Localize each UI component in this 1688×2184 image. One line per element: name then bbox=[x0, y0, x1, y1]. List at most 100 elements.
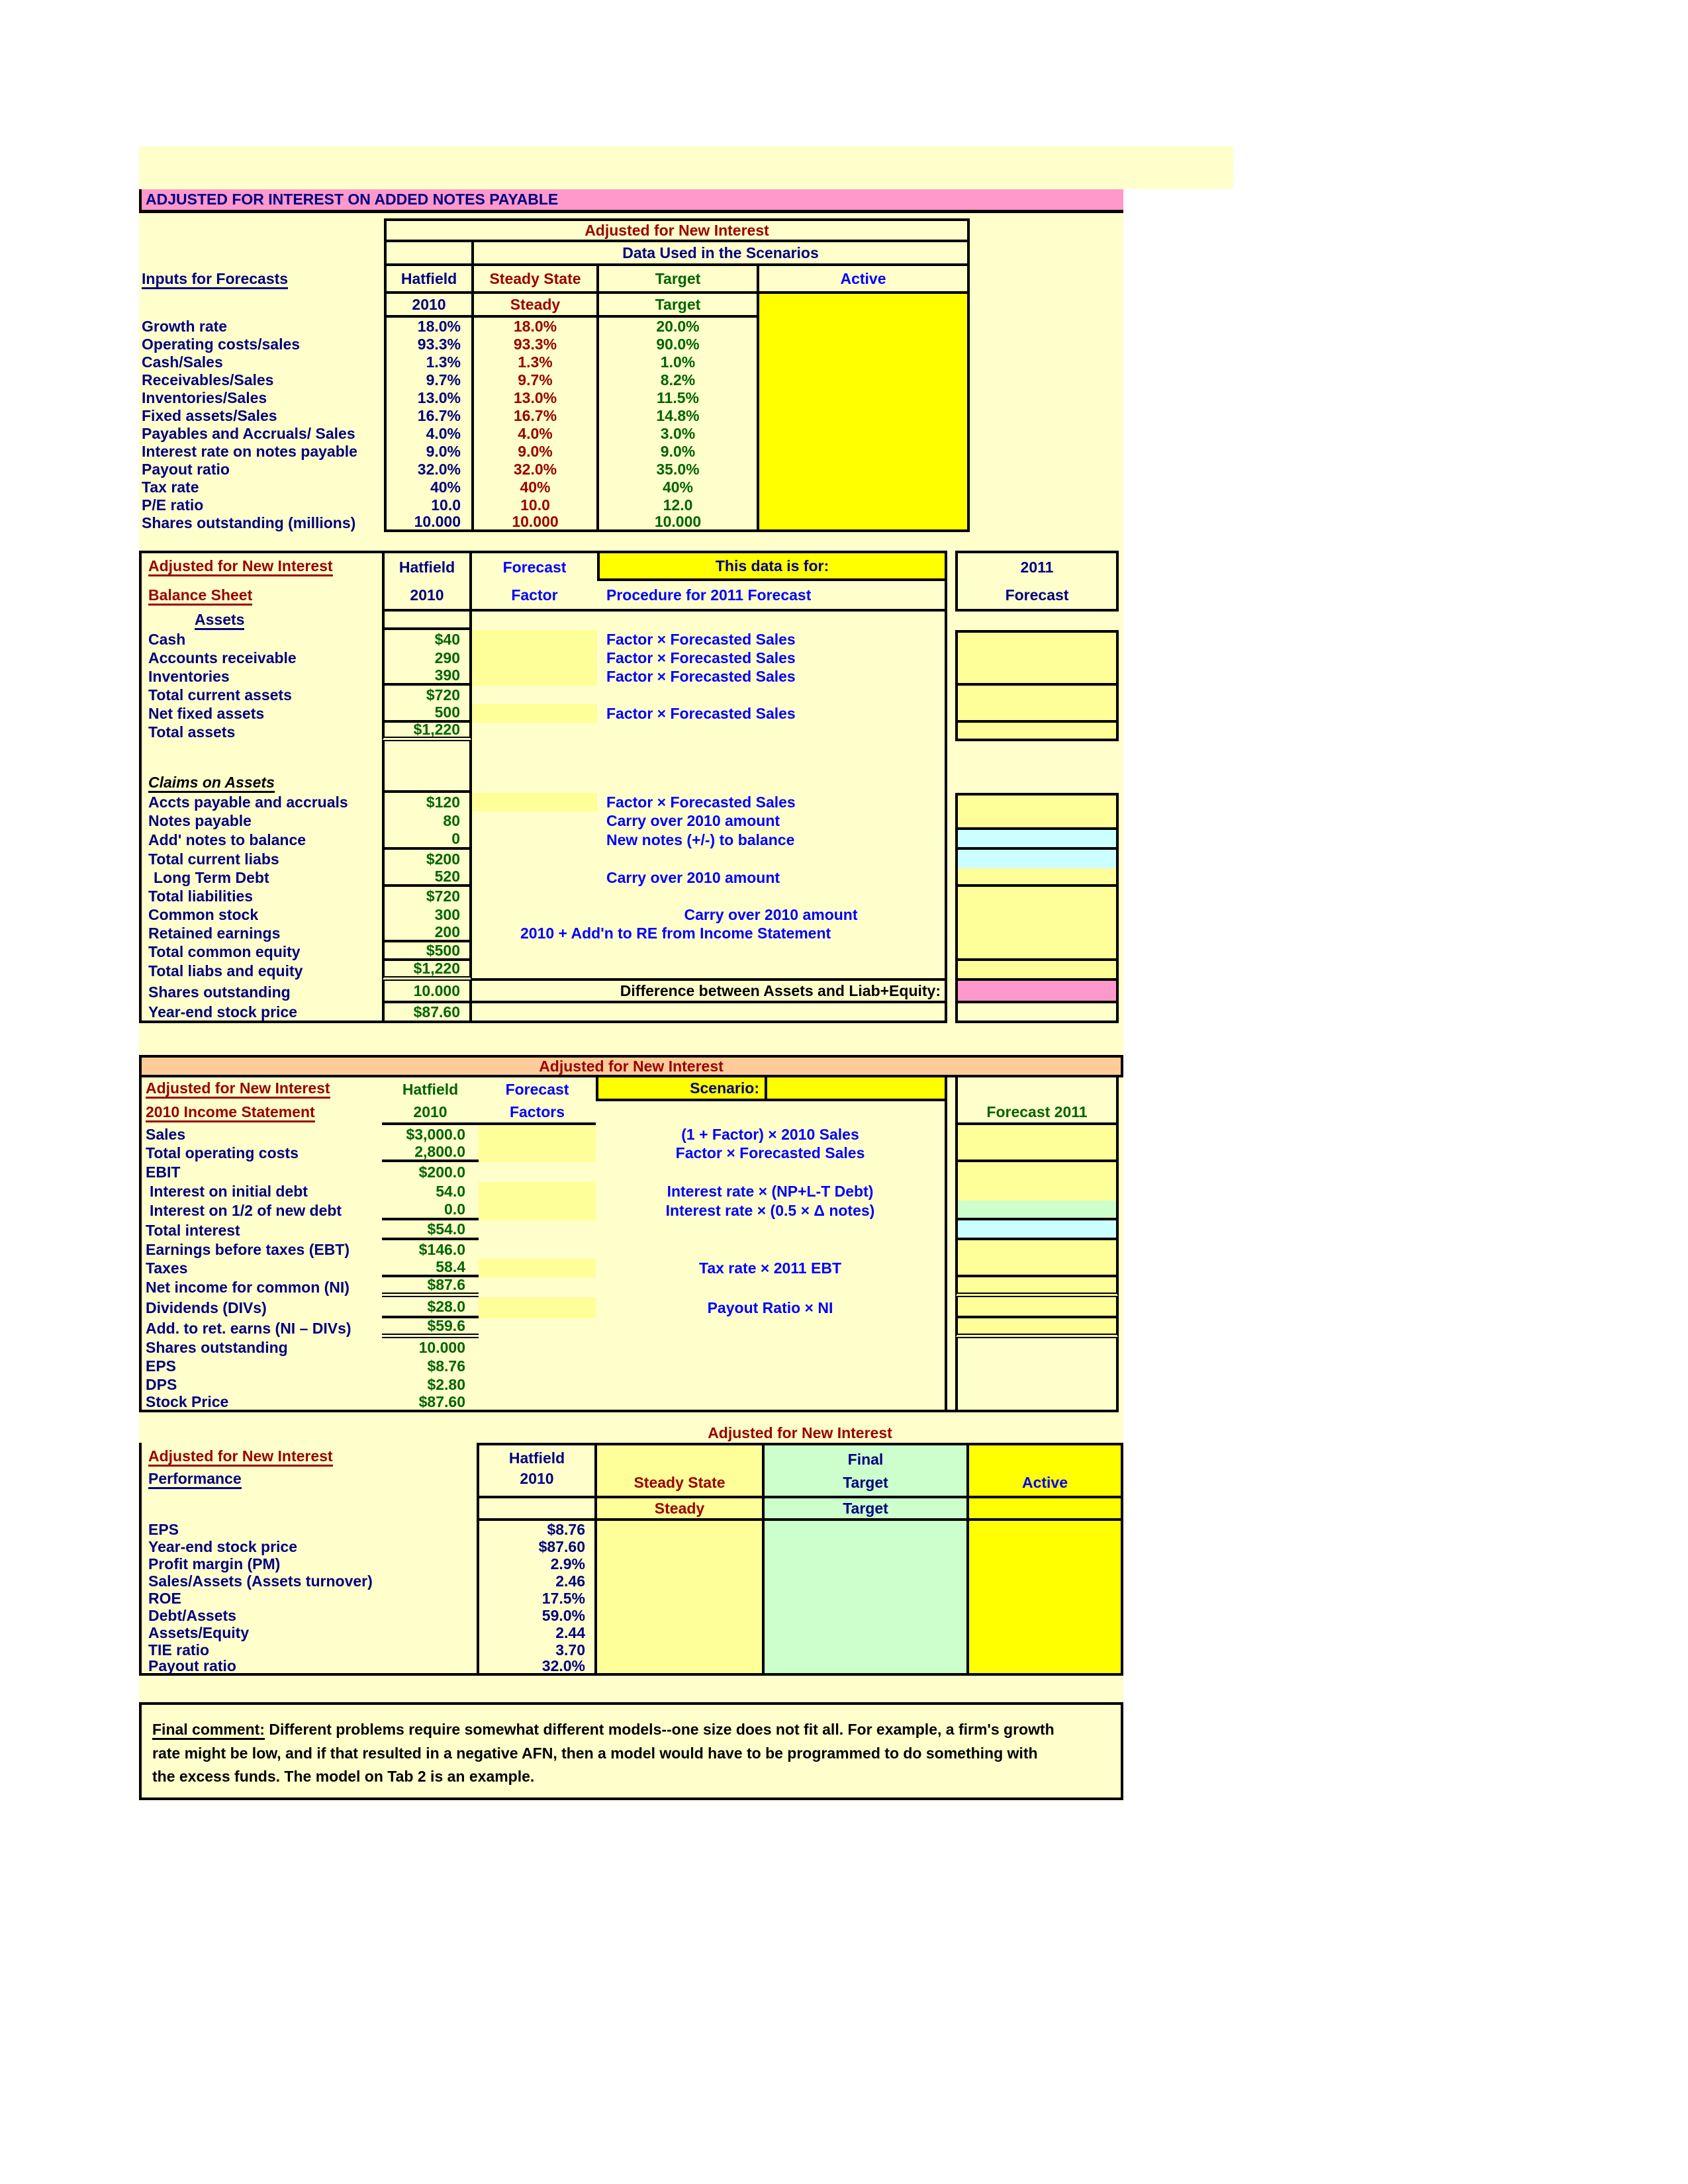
target-cell[interactable] bbox=[765, 1590, 969, 1607]
factor-cell[interactable] bbox=[479, 1125, 596, 1144]
forecast-cell[interactable] bbox=[955, 905, 1119, 924]
target-cell[interactable] bbox=[765, 1659, 969, 1676]
row-label: Total common equity bbox=[139, 942, 382, 961]
difference-cell[interactable] bbox=[955, 981, 1119, 1003]
forecast-cell[interactable] bbox=[955, 1297, 1119, 1318]
steady-value: 13.0% bbox=[474, 389, 599, 407]
forecast-cell[interactable] bbox=[955, 942, 1119, 961]
active-scenario-cell[interactable] bbox=[759, 389, 970, 407]
active-cell[interactable] bbox=[969, 1607, 1123, 1624]
row-label: Cash/Sales bbox=[142, 353, 223, 371]
target-cell[interactable] bbox=[765, 1555, 969, 1572]
target-cell[interactable] bbox=[765, 1538, 969, 1555]
steady-value: 40% bbox=[474, 478, 599, 496]
active-scenario-cell[interactable] bbox=[759, 336, 970, 353]
claims-header: Claims on Assets bbox=[139, 774, 382, 794]
active-scenario-cell[interactable] bbox=[759, 353, 970, 371]
steady-cell[interactable] bbox=[597, 1538, 765, 1555]
factor-cell[interactable] bbox=[472, 667, 597, 686]
steady-value: 4.0% bbox=[474, 425, 599, 443]
active-scenario-cell[interactable] bbox=[759, 461, 970, 478]
steady-cell[interactable] bbox=[597, 1641, 765, 1659]
active-scenario-cell[interactable] bbox=[969, 1498, 1123, 1521]
forecast-cell[interactable] bbox=[955, 793, 1119, 811]
forecast-cell[interactable] bbox=[955, 723, 1119, 741]
forecast-cell[interactable] bbox=[955, 686, 1119, 704]
factor-cell[interactable] bbox=[472, 704, 597, 723]
forecast-cell[interactable] bbox=[955, 811, 1119, 830]
steady-cell[interactable] bbox=[597, 1521, 765, 1538]
empty-cell bbox=[382, 612, 472, 630]
empty-cell bbox=[472, 887, 597, 905]
active-scenario-cell[interactable] bbox=[759, 443, 970, 461]
forecast-cell[interactable] bbox=[955, 1318, 1119, 1338]
forecast-cell[interactable] bbox=[955, 1182, 1119, 1201]
forecast-cell[interactable] bbox=[955, 667, 1119, 686]
active-scenario-cell[interactable] bbox=[759, 371, 970, 389]
steady-cell[interactable] bbox=[597, 1624, 765, 1641]
forecast-cell[interactable] bbox=[955, 1125, 1119, 1144]
hatfield-value: $720 bbox=[382, 686, 472, 704]
active-scenario-cell[interactable] bbox=[759, 425, 970, 443]
forecast-cell[interactable] bbox=[955, 630, 1119, 649]
factor-cell[interactable] bbox=[479, 1259, 596, 1277]
factor-cell[interactable] bbox=[479, 1297, 596, 1318]
active-cell[interactable] bbox=[969, 1572, 1123, 1590]
target-cell[interactable] bbox=[765, 1607, 969, 1624]
factor-cell[interactable] bbox=[479, 1201, 596, 1220]
active-scenario-cell[interactable] bbox=[759, 318, 970, 336]
forecast-cell[interactable] bbox=[955, 961, 1119, 981]
table-row: Assets bbox=[139, 612, 1123, 631]
hatfield-value: $200.0 bbox=[418, 1163, 465, 1181]
factor-cell[interactable] bbox=[479, 1144, 596, 1162]
factor-cell[interactable] bbox=[479, 1182, 596, 1201]
steady-cell[interactable] bbox=[597, 1572, 765, 1590]
factor-cell[interactable] bbox=[472, 649, 597, 667]
forecast-cell[interactable] bbox=[955, 1277, 1119, 1297]
forecast-cell[interactable] bbox=[955, 1259, 1119, 1277]
target-cell[interactable] bbox=[765, 1624, 969, 1641]
data-for-cell[interactable]: This data is for: bbox=[597, 551, 947, 581]
forecast-cell[interactable] bbox=[955, 868, 1119, 887]
active-cell[interactable] bbox=[969, 1624, 1123, 1641]
steady-cell[interactable] bbox=[597, 1590, 765, 1607]
steady-cell[interactable] bbox=[597, 1607, 765, 1624]
table-row: Add. to ret. earns (NI – DIVs) $59.6 bbox=[139, 1317, 1123, 1338]
forecast-cell[interactable] bbox=[955, 924, 1119, 942]
forecast-cell[interactable] bbox=[955, 1201, 1119, 1220]
target-cell[interactable] bbox=[765, 1521, 969, 1538]
active-scenario-cell[interactable] bbox=[759, 478, 970, 496]
active-scenario-cell[interactable] bbox=[759, 496, 970, 514]
active-cell[interactable] bbox=[969, 1521, 1123, 1538]
steady-cell[interactable] bbox=[597, 1659, 765, 1676]
steady-cell[interactable] bbox=[597, 1555, 765, 1572]
active-scenario-cell[interactable] bbox=[759, 407, 970, 425]
forecast-cell[interactable] bbox=[955, 1162, 1119, 1182]
forecast-cell[interactable] bbox=[955, 649, 1119, 667]
new-notes-cell[interactable] bbox=[955, 830, 1119, 850]
forecast-cell[interactable] bbox=[955, 850, 1119, 868]
target-value: 3.0% bbox=[599, 425, 759, 443]
empty-cell bbox=[472, 612, 597, 630]
target-cell[interactable] bbox=[765, 1641, 969, 1659]
active-cell[interactable] bbox=[969, 1641, 1123, 1659]
table-row: Total current assets $720 bbox=[139, 686, 1123, 704]
factor-cell[interactable] bbox=[472, 793, 597, 811]
active-scenario-cell[interactable] bbox=[759, 514, 970, 532]
empty-cell bbox=[597, 887, 947, 905]
forecast-cell[interactable] bbox=[955, 704, 1119, 723]
forecast-cell[interactable] bbox=[955, 1220, 1119, 1240]
active-scenario-cell[interactable] bbox=[759, 294, 970, 318]
active-cell[interactable] bbox=[969, 1538, 1123, 1555]
factor-cell[interactable] bbox=[472, 630, 597, 649]
forecast-cell[interactable] bbox=[955, 1240, 1119, 1259]
forecast-cell[interactable] bbox=[955, 887, 1119, 905]
target-cell[interactable] bbox=[765, 1572, 969, 1590]
forecast-cell[interactable] bbox=[955, 1144, 1119, 1162]
active-cell[interactable] bbox=[969, 1659, 1123, 1676]
hatfield-value: $87.60 bbox=[382, 1393, 479, 1412]
row-label: EPS bbox=[139, 1357, 382, 1375]
active-cell[interactable] bbox=[969, 1555, 1123, 1572]
active-cell[interactable] bbox=[969, 1590, 1123, 1607]
scenario-input-cell[interactable] bbox=[765, 1077, 945, 1101]
